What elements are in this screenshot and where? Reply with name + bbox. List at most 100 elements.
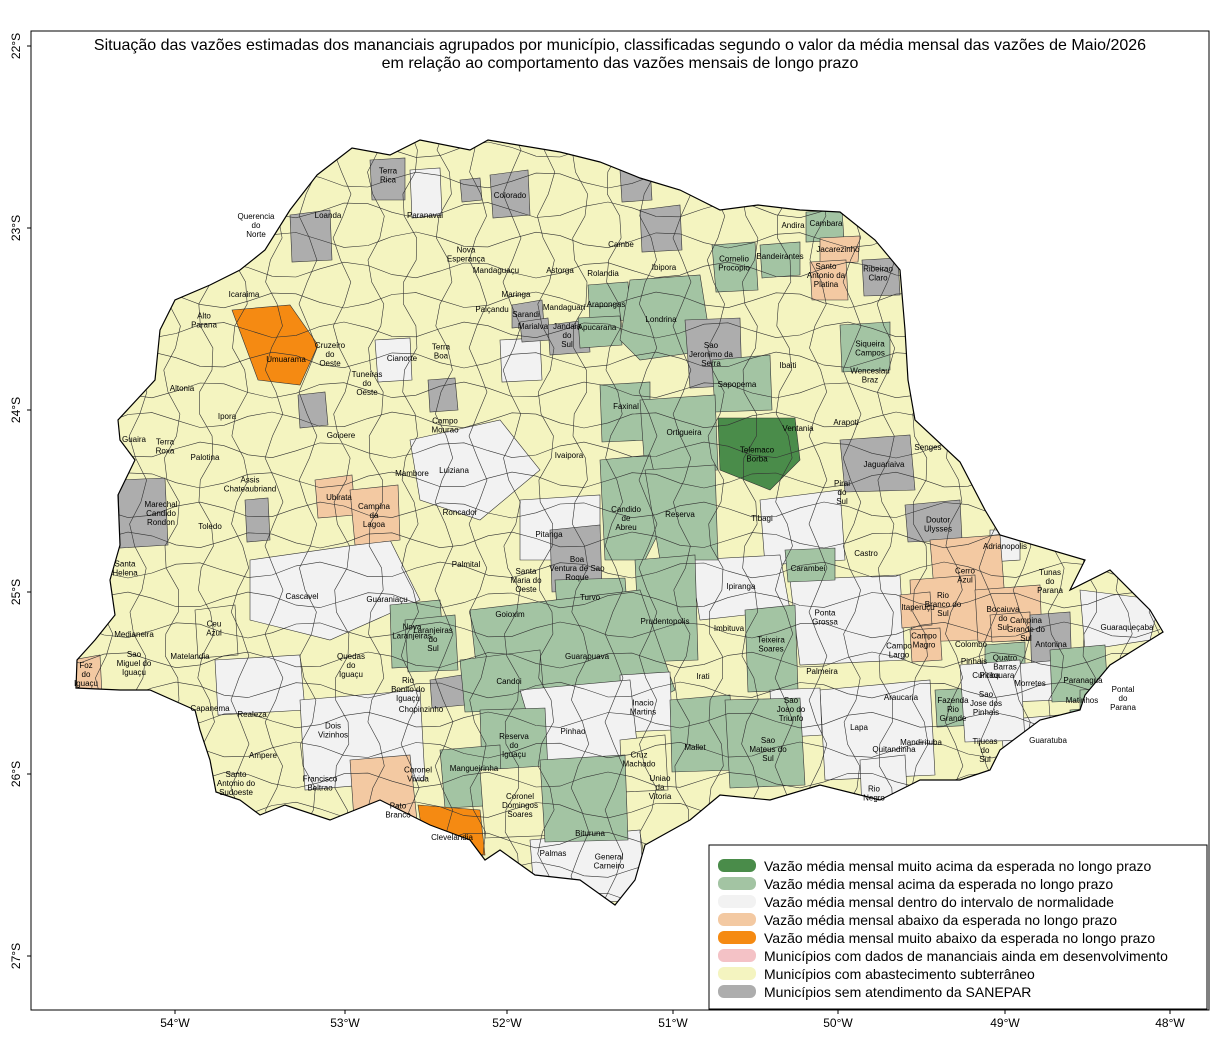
legend-label-acima: Vazão média mensal acima da esperada no … — [764, 876, 1113, 892]
border-line-v — [740, 140, 760, 905]
lon-label-53: 53°W — [330, 1016, 360, 1030]
label-sao-miguel-do-igua-u: Sao Miguel do Iguaçu — [117, 650, 152, 677]
label-palotina: Palotina — [191, 453, 220, 462]
label-medianeira: Medianeira — [114, 630, 154, 639]
label-tibagi: Tibagi — [751, 514, 773, 523]
label-mandagua-u: Mandaguaçu — [473, 266, 519, 275]
label-laranjeiras-do-sul: Laranjeiras do Sul — [413, 626, 453, 653]
label-quatro-barras: Quatro Barras — [993, 654, 1018, 672]
label-guaratuba: Guaratuba — [1029, 736, 1067, 745]
lat-label-25: 25°S — [9, 579, 23, 605]
label-reserva: Reserva — [665, 510, 695, 519]
lat-label-27: 27°S — [9, 943, 23, 969]
label-terra-rica: Terra Rica — [379, 167, 398, 185]
label-goioere: Goioere — [327, 431, 356, 440]
label-rio-bonito-do-igua-u: Rio Bonito do Iguaçu — [391, 676, 425, 703]
label-cruzeiro-do-oeste: Cruzeiro do Oeste — [315, 341, 346, 368]
lon-label-50: 50°W — [823, 1016, 853, 1030]
label-campina-grande-do-sul: Campina Grande do Sul — [1007, 616, 1045, 643]
label-ampere: Ampere — [249, 751, 278, 760]
label-ventania: Ventania — [782, 424, 814, 433]
label-jaguariaiva: Jaguariaiva — [864, 460, 905, 469]
lon-label-48: 48°W — [1155, 1016, 1185, 1030]
label-roncador: Roncador — [443, 508, 478, 517]
border-line-h — [76, 681, 1161, 699]
label-goioxim: Goioxim — [495, 610, 525, 619]
legend-label-sem-atendimento: Municípios sem atendimento da SANEPAR — [764, 984, 1031, 1000]
region-campo-magro — [909, 627, 943, 663]
label-siqueira-campos: Siqueira Campos — [855, 340, 885, 358]
label-ibaiti: Ibaiti — [780, 361, 797, 370]
lon-label-54: 54°W — [160, 1016, 190, 1030]
label-cornelio-procopio: Cornelio Procopio — [718, 255, 750, 273]
border-line-v — [1012, 140, 1032, 905]
border-line-v — [1046, 140, 1066, 905]
label-ivaipora: Ivaipora — [555, 451, 584, 460]
label-matelandia: Matelandia — [170, 652, 210, 661]
region-cornelio-procopio — [711, 241, 759, 293]
unlabeled-region-18 — [244, 497, 271, 543]
legend-swatch-muito-acima — [718, 859, 756, 872]
border-line-v — [468, 140, 488, 905]
border-line-v — [332, 140, 352, 905]
legend-label-muito-acima: Vazão média mensal muito acima da espera… — [764, 858, 1152, 874]
region-terra-rica — [369, 157, 406, 201]
legend-swatch-acima — [718, 877, 756, 890]
label-santa-maria-do-oeste: Santa Maria do Oeste — [510, 567, 542, 594]
label-antonina: Antonina — [1035, 640, 1067, 649]
region-mallet — [724, 697, 806, 789]
lat-label-26: 26°S — [9, 761, 23, 787]
label-colorado: Colorado — [494, 191, 527, 200]
label-nova-esperan-a: Nova Esperança — [447, 246, 486, 264]
region-rio-negro — [859, 754, 909, 813]
region-ribeirao-claro — [861, 257, 901, 297]
legend-label-subterraneo: Municípios com abastecimento subterrâneo — [764, 966, 1035, 982]
label-pato-branco: Pato Branco — [385, 802, 411, 820]
label-campo-mourao: Campo Mourao — [431, 417, 459, 435]
legend-label-abaixo: Vazão média mensal abaixo da esperada no… — [764, 912, 1117, 928]
border-line-v — [774, 140, 794, 905]
label-sao-mateus-do-sul: Sao Mateus do Sul — [749, 736, 787, 763]
border-line-v — [570, 140, 590, 905]
label-prudentopolis: Prudentopolis — [641, 617, 690, 626]
border-line-v — [502, 140, 522, 905]
label-reserva-do-igua-u: Reserva do Iguaçu — [499, 732, 529, 759]
label-coronel-domingos-soares: Coronel Domingos Soares — [502, 792, 538, 819]
lon-label-52: 52°W — [492, 1016, 522, 1030]
border-line-v — [1080, 140, 1100, 905]
label-santo-antonio-da-platina: Santo Antonio da Platina — [807, 262, 846, 289]
label-faxinal: Faxinal — [613, 402, 639, 411]
label-toledo: Toledo — [198, 522, 222, 531]
label-francisco-beltrao: Francisco Beltrao — [303, 775, 338, 793]
label-pirai-do-sul: Pirai do Sul — [834, 479, 850, 506]
border-line-h — [76, 621, 1161, 639]
label-campina-da-lagoa: Campina da Lagoa — [358, 502, 391, 529]
label-quitandinha: Quitandinha — [872, 745, 916, 754]
label-candido-de-abreu: Candido de Abreu — [611, 505, 641, 532]
label-tunas-do-parana: Tunas do Parana — [1037, 568, 1063, 595]
label-andira: Andira — [781, 221, 805, 230]
label-bocaiuva-do-sul: Bocaiuva do Sul — [987, 605, 1020, 632]
region-apucarana — [577, 315, 623, 349]
label-senges: Senges — [914, 443, 941, 452]
label-teixeira-soares: Teixeira Soares — [757, 636, 785, 654]
label-piraquara: Piraquara — [980, 671, 1015, 680]
label-foz-do-igua-u: Foz do Iguaçu — [74, 661, 98, 688]
label-ipiranga: Ipiranga — [727, 582, 756, 591]
border-line-h — [76, 501, 1161, 519]
label-tijucas-do-sul: Tijucas do Sul — [972, 737, 997, 764]
label-curitiba: Curitiba — [972, 671, 1000, 680]
label-candoi: Candoi — [496, 677, 522, 686]
label-arapongas: Arapongas — [587, 300, 626, 309]
legend-label-normal: Vazão média mensal dentro do intervalo d… — [764, 894, 1114, 910]
border-line-h — [76, 561, 1161, 579]
label-nova-laranjeiras: Nova Laranjeiras — [392, 623, 432, 641]
label-jandaia-do-sul: Jandaia do Sul — [553, 322, 582, 349]
border-line-v — [298, 140, 318, 905]
label-ipora: Ipora — [218, 412, 237, 421]
label-turvo: Turvo — [580, 593, 601, 602]
unlabeled-region-17 — [427, 377, 459, 413]
label-palmeira: Palmeira — [806, 667, 838, 676]
unlabeled-region-1 — [409, 419, 541, 521]
label-sapopema: Sapopema — [718, 380, 757, 389]
